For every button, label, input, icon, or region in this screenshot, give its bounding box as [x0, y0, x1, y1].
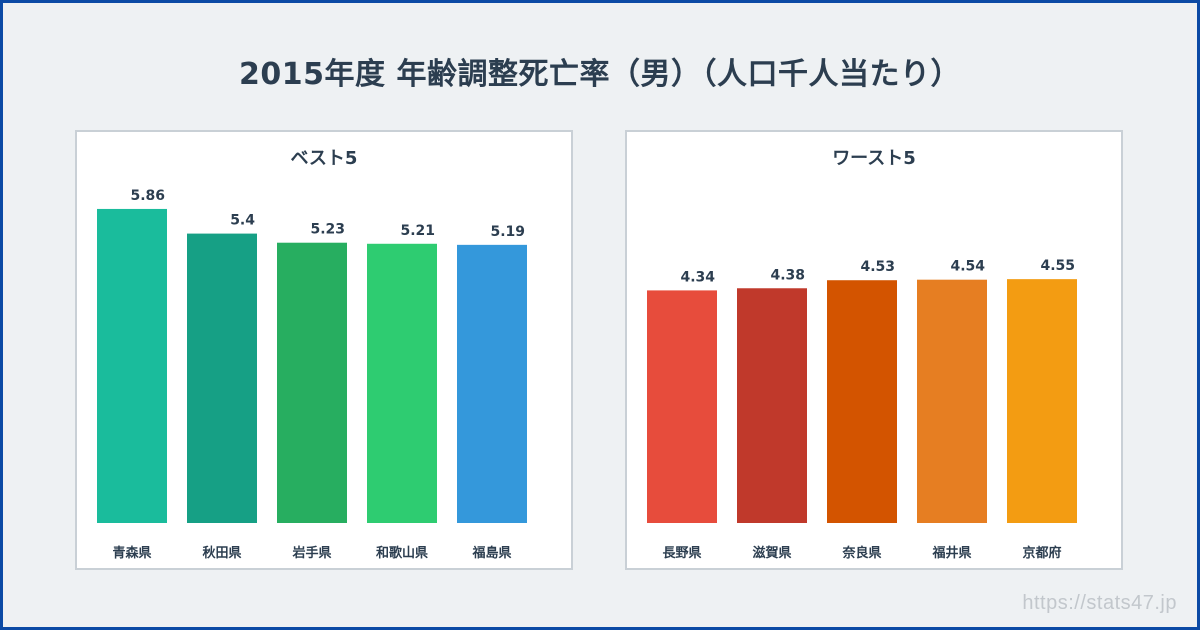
worst5-title: ワースト5 [832, 148, 916, 169]
worst5-bar [1007, 279, 1077, 523]
best5-bar [277, 242, 347, 523]
worst5-bar [737, 288, 807, 523]
best5-bar [367, 243, 437, 524]
best5-category-label: 秋田県 [202, 545, 241, 561]
watermark: https://stats47.jp [1022, 592, 1177, 614]
best5-category-label: 和歌山県 [376, 545, 428, 561]
best5-bar [97, 208, 167, 524]
worst5-category-label: 福井県 [931, 545, 971, 561]
worst5-category-label: 長野県 [662, 546, 701, 561]
best5-chart: 5.86 青森県 5.4 秋田県 5.23 岩手県 5.21 和歌山県 5.19 福島県 [97, 188, 527, 561]
best5-category-label: 福島県 [471, 545, 511, 561]
best5-bar [187, 233, 257, 523]
worst5-value-label: 4.34 [680, 269, 715, 285]
best5-title: ベスト5 [290, 148, 358, 169]
page-title: 2015年度 年齢調整死亡率（男）（人口千人当たり） [239, 57, 961, 92]
worst5-value-label: 4.55 [1040, 258, 1075, 274]
best5-value-label: 5.23 [310, 222, 345, 238]
best5-value-label: 5.21 [400, 223, 435, 239]
worst5-value-label: 4.38 [770, 267, 805, 283]
best5-value-label: 5.86 [130, 188, 165, 204]
worst5-panel: ワースト5 4.34 長野県 4.38 滋賀県 4.53 奈良県 4.54 福井県 4.55 京都… [625, 130, 1123, 570]
best5-value-label: 5.4 [230, 213, 255, 229]
worst5-chart: 4.34 長野県 4.38 滋賀県 4.53 奈良県 4.54 福井県 4.55 京都府 [647, 258, 1077, 561]
worst5-bar [827, 280, 897, 523]
best5-bar [457, 244, 527, 523]
worst5-bar [647, 290, 717, 523]
worst5-value-label: 4.53 [860, 259, 895, 275]
worst5-category-label: 京都府 [1022, 545, 1061, 561]
best5-category-label: 青森県 [112, 545, 151, 561]
best5-value-label: 5.19 [490, 224, 525, 240]
worst5-category-label: 奈良県 [841, 545, 881, 561]
best5-category-label: 岩手県 [291, 545, 331, 561]
worst5-value-label: 4.54 [950, 259, 985, 275]
worst5-category-label: 滋賀県 [752, 545, 791, 561]
best5-panel: ベスト5 5.86 青森県 5.4 秋田県 5.23 岩手県 5.21 和歌山県 5.19 福島県 [75, 130, 573, 570]
worst5-bar [917, 279, 987, 523]
